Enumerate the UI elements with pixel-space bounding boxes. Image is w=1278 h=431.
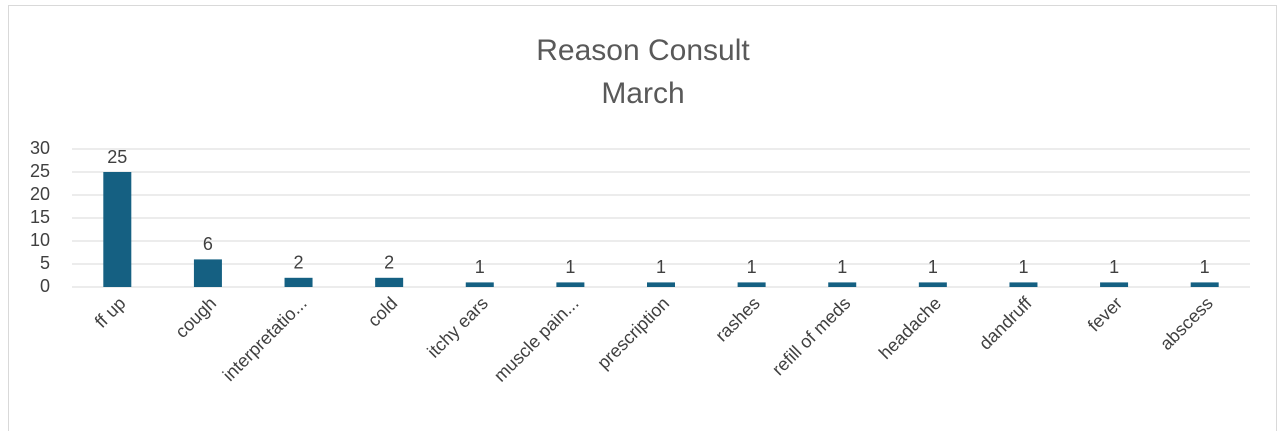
- bar: [918, 282, 947, 287]
- data-label: 2: [294, 253, 304, 273]
- data-label: 6: [203, 234, 213, 254]
- chart-subtitle: March: [601, 77, 684, 110]
- bar: [465, 282, 494, 287]
- y-tick-label: 0: [40, 276, 50, 296]
- bar: [193, 259, 222, 287]
- bar: [556, 282, 585, 287]
- bar: [828, 282, 857, 287]
- y-tick-label: 15: [30, 207, 50, 227]
- bar: [284, 277, 313, 287]
- bar: [647, 282, 675, 287]
- bar: [1100, 282, 1129, 287]
- data-label: 1: [928, 257, 938, 277]
- data-label: 1: [1018, 257, 1028, 277]
- data-label: 2: [384, 253, 394, 273]
- data-label: 1: [837, 257, 847, 277]
- y-tick-label: 5: [40, 253, 50, 273]
- y-tick-label: 30: [30, 138, 50, 158]
- data-label: 1: [1109, 257, 1119, 277]
- bar: [375, 277, 404, 287]
- y-tick-label: 25: [30, 161, 50, 181]
- bar: [737, 282, 766, 287]
- data-label: 1: [747, 257, 757, 277]
- data-label: 1: [1200, 257, 1210, 277]
- data-label: 1: [475, 257, 485, 277]
- bar: [1190, 282, 1219, 287]
- data-label: 25: [107, 147, 127, 167]
- bar: [1009, 282, 1038, 287]
- chart-title: Reason Consult: [536, 34, 750, 67]
- bar: [103, 172, 132, 287]
- data-label: 1: [565, 257, 575, 277]
- y-tick-label: 10: [30, 230, 50, 250]
- data-label: 1: [656, 257, 666, 277]
- y-tick-label: 20: [30, 184, 50, 204]
